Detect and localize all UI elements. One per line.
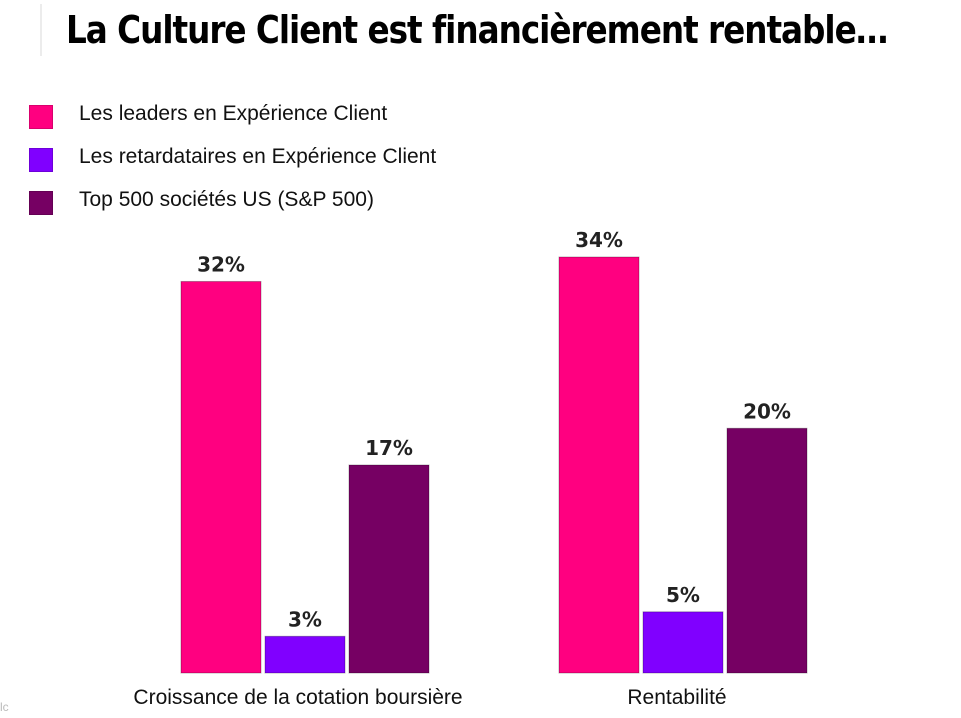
value-label-leaders-cotation: 32% bbox=[197, 252, 245, 276]
category-label-cotation: Croissance de la cotation boursière bbox=[133, 686, 462, 709]
legend-swatch-leaders bbox=[29, 104, 53, 129]
legend-item-laggards: Les retardataires en Expérience Client bbox=[29, 135, 436, 178]
legend-swatch-sp500 bbox=[29, 190, 53, 215]
legend-label-laggards: Les retardataires en Expérience Client bbox=[79, 144, 437, 168]
bar-laggards-cotation bbox=[264, 635, 346, 674]
value-label-leaders-rentabilite: 34% bbox=[575, 228, 623, 252]
legend: Les leaders en Expérience Client Les ret… bbox=[29, 92, 436, 221]
legend-item-leaders: Les leaders en Expérience Client bbox=[29, 92, 436, 135]
value-label-sp500-cotation: 17% bbox=[365, 436, 413, 460]
bar-sp500-cotation bbox=[348, 464, 430, 674]
value-label-laggards-rentabilite: 5% bbox=[666, 583, 700, 607]
page-title: La Culture Client est financièrement ren… bbox=[66, 8, 888, 52]
value-label-sp500-rentabilite: 20% bbox=[743, 399, 791, 423]
value-label-laggards-cotation: 3% bbox=[288, 607, 322, 631]
edge-mark: lc bbox=[0, 700, 9, 714]
legend-label-sp500: Top 500 sociétés US (S&P 500) bbox=[79, 187, 374, 211]
legend-label-leaders: Les leaders en Expérience Client bbox=[79, 101, 388, 125]
title-accent-line bbox=[40, 4, 42, 56]
bar-laggards-rentabilite bbox=[642, 611, 724, 674]
bar-leaders-rentabilite bbox=[558, 256, 640, 674]
bar-leaders-cotation bbox=[180, 280, 262, 674]
category-label-rentabilite: Rentabilité bbox=[627, 686, 726, 709]
legend-item-sp500: Top 500 sociétés US (S&P 500) bbox=[29, 178, 436, 221]
bar-sp500-rentabilite bbox=[726, 427, 808, 674]
legend-swatch-laggards bbox=[29, 147, 53, 172]
